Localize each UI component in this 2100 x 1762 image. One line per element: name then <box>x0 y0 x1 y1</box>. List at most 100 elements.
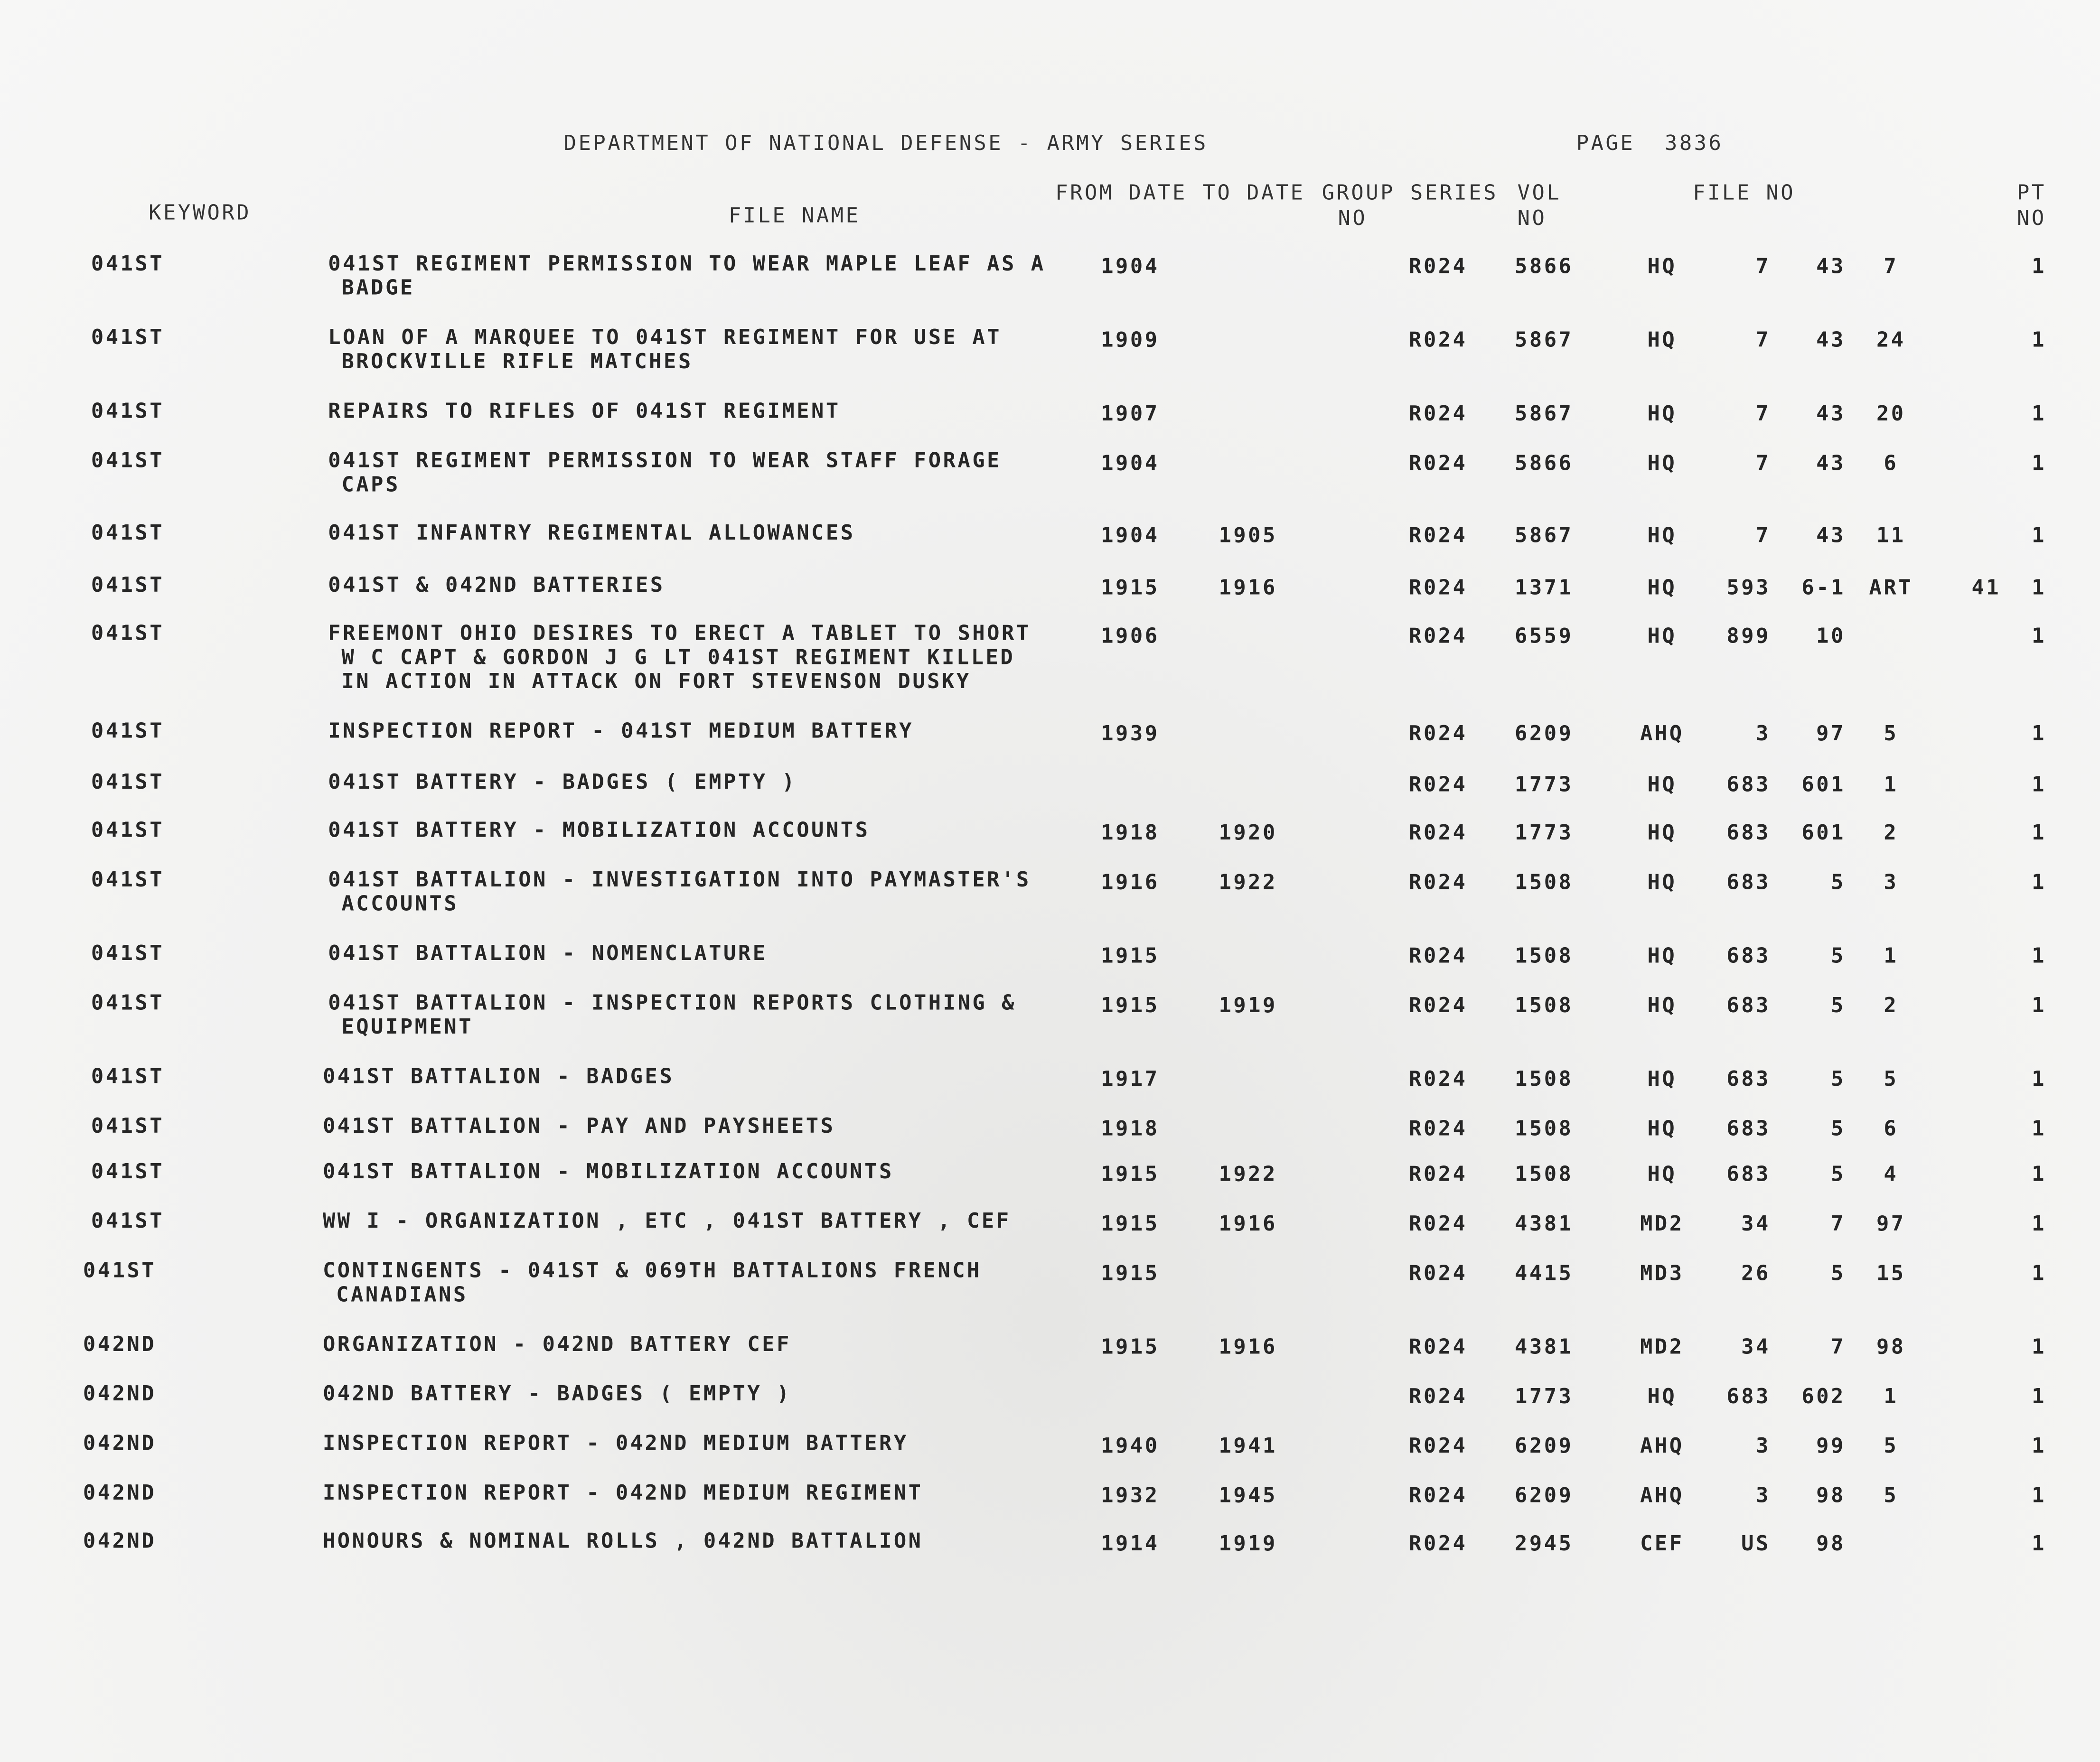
series-cell: R024 <box>1409 576 1468 600</box>
file-name-cell: 041ST BATTALION - INVESTIGATION INTO PAY… <box>328 867 1031 916</box>
pt-no-cell: 1 <box>2032 1067 2046 1091</box>
vol-no-cell: 6559 <box>1515 624 1574 648</box>
file-name-line: HONOURS & NOMINAL ROLLS , 042ND BATTALIO… <box>322 1529 923 1553</box>
file-name-cell: INSPECTION REPORT - 041ST MEDIUM BATTERY <box>328 719 914 743</box>
series-cell: R024 <box>1409 721 1468 746</box>
file-no-part-3: 601 <box>1801 772 1846 797</box>
page-label: PAGE <box>1576 131 1635 156</box>
file-name-cell: INSPECTION REPORT - 042ND MEDIUM BATTERY <box>323 1431 909 1455</box>
file-no-part-2: 899 <box>1726 624 1771 648</box>
file-no-part-2: US <box>1741 1531 1771 1556</box>
col-header-pt: PT <box>2017 180 2046 205</box>
keyword-cell: 041ST <box>83 1259 157 1283</box>
file-name-cell: 041ST & 042ND BATTERIES <box>328 573 665 597</box>
file-no-part-1: HQ <box>1647 1162 1677 1186</box>
file-no-part-3: 98 <box>1816 1483 1846 1508</box>
keyword-cell: 041ST <box>91 867 165 892</box>
pt-no-cell: 1 <box>2032 1212 2046 1236</box>
file-no-part-4: 1 <box>1884 772 1899 797</box>
file-no-part-2: 683 <box>1726 772 1771 797</box>
file-name-line: ACCOUNTS <box>341 892 459 916</box>
file-name-line: WW I - ORGANIZATION , ETC , 041ST BATTER… <box>322 1209 1011 1233</box>
file-no-part-1: MD3 <box>1640 1261 1684 1286</box>
file-name-line: INSPECTION REPORT - 041ST MEDIUM BATTERY <box>328 719 914 743</box>
vol-no-cell: 6209 <box>1515 721 1574 746</box>
keyword-cell: 041ST <box>91 818 165 842</box>
file-no-part-2: 7 <box>1756 254 1771 279</box>
vol-no-cell: 5867 <box>1515 328 1574 353</box>
keyword-cell: 041ST <box>91 325 165 350</box>
to-date-cell: 1916 <box>1219 1334 1277 1359</box>
pt-no-cell: 1 <box>2032 944 2046 968</box>
file-no-part-3: 97 <box>1816 721 1846 746</box>
file-name-line: 041ST BATTALION - NOMENCLATURE <box>328 941 768 966</box>
from-date-cell: 1915 <box>1101 1261 1160 1286</box>
file-no-part-3: 99 <box>1816 1434 1846 1458</box>
series-cell: R024 <box>1409 1483 1468 1508</box>
pt-no-cell: 1 <box>2032 254 2046 279</box>
col-header-pt-no: NO <box>2017 206 2046 231</box>
pt-no-cell: 1 <box>2032 820 2046 845</box>
file-no-part-1: HQ <box>1647 1117 1677 1141</box>
to-date-cell: 1922 <box>1219 870 1277 895</box>
file-name-cell: 041ST BATTERY - MOBILIZATION ACCOUNTS <box>328 818 870 842</box>
file-no-part-1: AHQ <box>1640 1483 1684 1508</box>
from-date-cell: 1932 <box>1101 1483 1160 1508</box>
file-no-part-3: 43 <box>1816 523 1846 548</box>
file-name-cell: 041ST BATTALION - PAY AND PAYSHEETS <box>323 1114 835 1138</box>
file-no-part-4: 20 <box>1876 401 1906 426</box>
from-date-cell: 1915 <box>1101 944 1160 968</box>
file-no-part-3: 43 <box>1816 328 1846 353</box>
file-no-part-2: 683 <box>1726 820 1771 845</box>
to-date-cell: 1916 <box>1219 1212 1277 1236</box>
to-date-cell: 1941 <box>1219 1434 1277 1458</box>
file-no-part-2: 593 <box>1726 576 1771 600</box>
file-no-part-1: HQ <box>1647 328 1677 353</box>
keyword-cell: 041ST <box>91 399 165 423</box>
file-no-part-3: 5 <box>1831 944 1846 968</box>
vol-no-cell: 1508 <box>1515 944 1574 968</box>
col-header-keyword: KEYWORD <box>149 201 252 225</box>
file-name-cell: FREEMONT OHIO DESIRES TO ERECT A TABLET … <box>328 621 1031 693</box>
file-no-part-2: 683 <box>1726 1117 1771 1141</box>
series-cell: R024 <box>1409 870 1468 895</box>
series-cell: R024 <box>1409 820 1468 845</box>
keyword-cell: 041ST <box>91 1159 165 1184</box>
file-name-cell: HONOURS & NOMINAL ROLLS , 042ND BATTALIO… <box>323 1529 923 1553</box>
vol-no-cell: 4381 <box>1515 1334 1574 1359</box>
file-name-cell: REPAIRS TO RIFLES OF 041ST REGIMENT <box>328 399 841 423</box>
file-no-part-4: 6 <box>1884 451 1899 475</box>
file-name-line: 041ST BATTERY - MOBILIZATION ACCOUNTS <box>328 818 870 842</box>
file-no-part-3: 5 <box>1831 993 1846 1018</box>
file-no-part-4: 5 <box>1884 721 1899 746</box>
file-name-line: REPAIRS TO RIFLES OF 041ST REGIMENT <box>328 399 841 423</box>
keyword-cell: 041ST <box>91 770 165 794</box>
pt-no-cell: 1 <box>2032 624 2046 648</box>
file-no-part-4: 5 <box>1884 1434 1899 1458</box>
file-no-part-3: 98 <box>1816 1531 1846 1556</box>
file-no-part-3: 7 <box>1831 1334 1846 1359</box>
file-name-line: ORGANIZATION - 042ND BATTERY CEF <box>322 1332 791 1357</box>
pt-no-cell: 1 <box>2032 1117 2046 1141</box>
from-date-cell: 1918 <box>1101 1117 1160 1141</box>
vol-no-cell: 2945 <box>1515 1531 1574 1556</box>
from-date-cell: 1940 <box>1101 1434 1160 1458</box>
file-name-line: 041ST REGIMENT PERMISSION TO WEAR STAFF … <box>328 448 1002 473</box>
col-header-group-no: NO <box>1338 206 1368 231</box>
file-name-line: 042ND BATTERY - BADGES ( EMPTY ) <box>322 1381 791 1406</box>
file-no-part-2: 3 <box>1756 721 1771 746</box>
vol-no-cell: 5867 <box>1515 523 1574 548</box>
file-no-part-3: 6-1 <box>1801 576 1846 600</box>
from-date-cell: 1917 <box>1101 1067 1160 1091</box>
pt-no-cell: 1 <box>2032 1434 2046 1458</box>
file-no-part-2: 7 <box>1756 523 1771 548</box>
file-name-line: IN ACTION IN ATTACK ON FORT STEVENSON DU… <box>341 669 971 694</box>
series-cell: R024 <box>1409 1261 1468 1286</box>
file-no-part-2: 7 <box>1756 451 1771 475</box>
file-no-part-4: 5 <box>1884 1067 1899 1091</box>
keyword-cell: 041ST <box>91 1209 165 1233</box>
vol-no-cell: 6209 <box>1515 1434 1574 1458</box>
pt-no-cell: 1 <box>2032 451 2046 475</box>
from-date-cell: 1915 <box>1101 576 1160 600</box>
file-no-part-2: 26 <box>1741 1261 1771 1286</box>
